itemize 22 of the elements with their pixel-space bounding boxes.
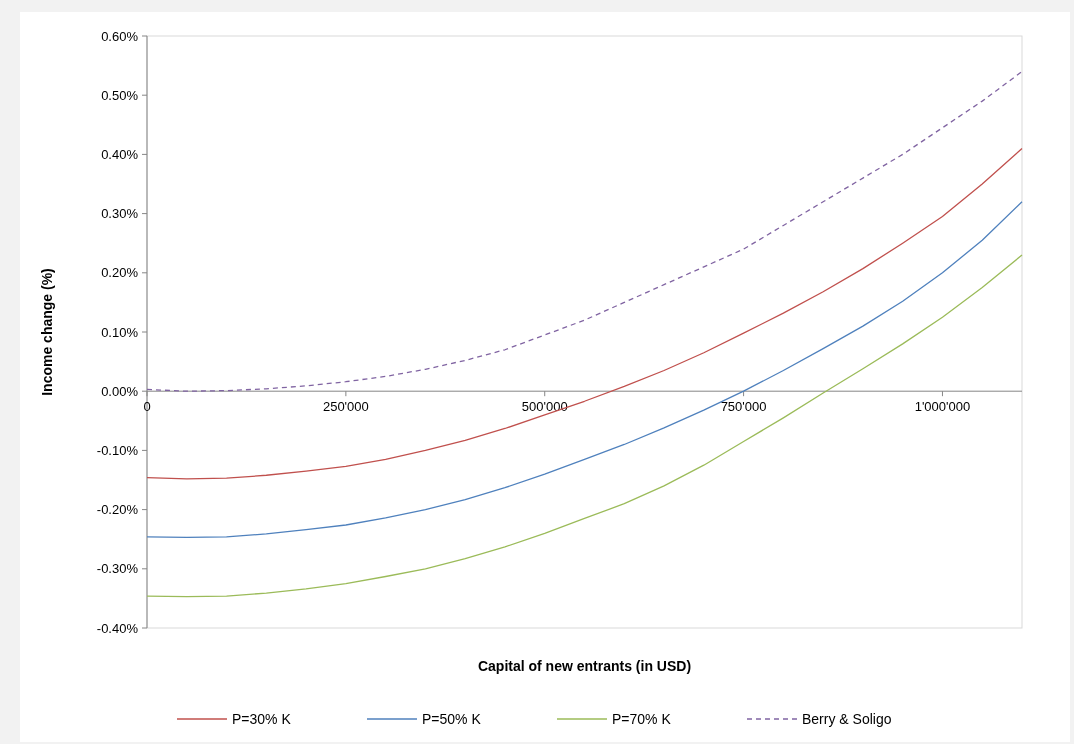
y-tick-label: 0.00% bbox=[101, 383, 139, 399]
legend-label: Berry & Soligo bbox=[802, 710, 892, 727]
y-tick-label: -0.40% bbox=[96, 620, 139, 636]
x-tick-label: 500'000 bbox=[521, 399, 568, 415]
x-tick-label: 0 bbox=[143, 399, 151, 415]
y-tick-label: 0.30% bbox=[101, 206, 139, 222]
x-tick-label: 250'000 bbox=[322, 399, 369, 415]
y-tick-label: 0.40% bbox=[101, 146, 139, 162]
y-tick-label: 0.60% bbox=[101, 28, 139, 44]
y-tick-label: 0.50% bbox=[101, 87, 139, 103]
y-tick-label: 0.20% bbox=[101, 265, 139, 281]
x-axis-title: Capital of new entrants (in USD) bbox=[477, 658, 692, 674]
y-tick-label: -0.20% bbox=[96, 502, 139, 518]
legend-label: P=70% K bbox=[612, 710, 672, 727]
x-tick-label: 750'000 bbox=[720, 399, 767, 415]
y-tick-label: 0.10% bbox=[101, 324, 139, 340]
x-tick-label: 1'000'000 bbox=[914, 399, 971, 415]
y-tick-label: -0.30% bbox=[96, 561, 139, 577]
y-tick-label: -0.10% bbox=[96, 442, 139, 458]
legend-label: P=30% K bbox=[232, 710, 292, 727]
legend-label: P=50% K bbox=[422, 710, 482, 727]
y-axis-title: Income change (%) bbox=[39, 268, 55, 396]
